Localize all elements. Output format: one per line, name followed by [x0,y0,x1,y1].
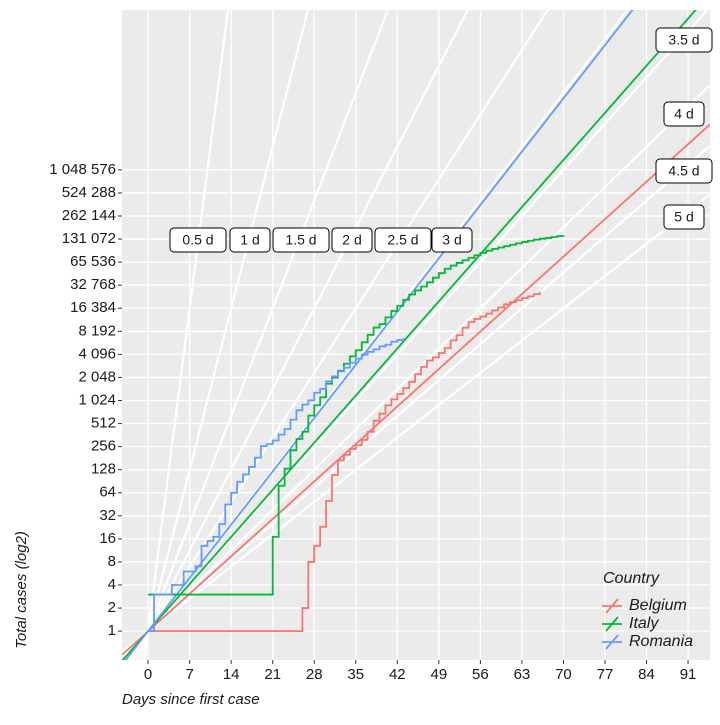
doubling-label: 2.5 d [387,232,418,248]
doubling-label-box [229,227,271,253]
x-tick-label: 63 [514,666,531,683]
doubling-label-box [655,27,713,53]
y-tick-label: 2 [108,599,116,616]
x-tick-label: 84 [638,666,655,683]
legend-label: Romania [629,633,693,650]
trend-line [124,10,634,660]
doubling-line [135,10,389,660]
doubling-label-box [431,227,473,253]
y-axis-label: Total cases (log2) [13,531,30,649]
doubling-label: 3 d [442,232,461,248]
y-tick-label: 4 096 [78,345,116,362]
x-tick-label: 28 [306,666,323,683]
y-tick-label: 16 384 [70,299,116,316]
x-tick-label: 42 [389,666,406,683]
y-tick-label: 1 048 576 [49,161,116,178]
doubling-line [139,10,310,660]
legend-key [605,598,619,614]
y-tick-label: 512 [91,415,116,432]
doubling-label-box [655,158,713,184]
x-tick-label: 49 [430,666,447,683]
y-tick-label: 256 [91,438,116,455]
x-tick-label: 91 [680,666,697,683]
doubling-line [128,10,549,660]
doubling-line [122,144,710,655]
y-tick-label: 1 024 [78,391,116,408]
y-tick-label: 2 048 [78,368,116,385]
doubling-line [132,10,469,660]
legend-label: Italy [629,615,659,632]
step-line [148,235,565,596]
doubling-label-box [169,227,227,253]
doubling-label: 3.5 d [668,32,699,48]
x-tick-label: 35 [347,666,364,683]
legend-key [605,616,619,632]
doubling-label: 1 d [240,232,259,248]
y-tick-label: 32 768 [70,276,116,293]
x-tick-label: 77 [597,666,614,683]
doubling-label: 4 d [674,106,693,122]
x-tick-label: 56 [472,666,489,683]
doubling-label-box [331,227,373,253]
y-tick-label: 262 144 [62,207,116,224]
y-tick-label: 64 [99,484,116,501]
y-tick-label: 4 [108,576,116,593]
legend-label: Belgium [629,597,687,614]
doubling-label: 4.5 d [668,163,699,179]
x-tick-label: 0 [144,666,152,683]
trend-line [122,10,697,660]
plot-area [122,10,710,660]
step-line [148,338,405,633]
y-tick-label: 131 072 [62,230,116,247]
doubling-label-box [663,101,705,127]
legend-key [605,634,619,650]
y-tick-label: 16 [99,530,116,547]
step-line [148,292,541,633]
x-axis-label: Days since first case [122,691,260,708]
doubling-label: 5 d [674,209,693,225]
y-tick-label: 524 288 [62,184,116,201]
doubling-line [122,193,710,653]
y-tick-label: 8 192 [78,322,116,339]
trend-line [122,123,710,656]
doubling-line [122,84,710,658]
doubling-line [143,10,230,660]
x-tick-label: 70 [555,666,572,683]
x-tick-label: 14 [223,666,240,683]
y-tick-label: 128 [91,461,116,478]
legend-title: Country [603,570,660,587]
y-tick-label: 32 [99,507,116,524]
doubling-label: 1.5 d [285,232,316,248]
y-tick-label: 65 536 [70,253,116,270]
x-tick-label: 7 [185,666,193,683]
doubling-line [122,10,709,660]
doubling-label-box [663,204,705,230]
doubling-label-box [374,227,432,253]
x-tick-label: 21 [264,666,281,683]
y-tick-label: 8 [108,553,116,570]
doubling-label: 0.5 d [182,232,213,248]
y-tick-label: 1 [108,622,116,639]
doubling-label: 2 d [342,232,361,248]
doubling-label-box [272,227,330,253]
